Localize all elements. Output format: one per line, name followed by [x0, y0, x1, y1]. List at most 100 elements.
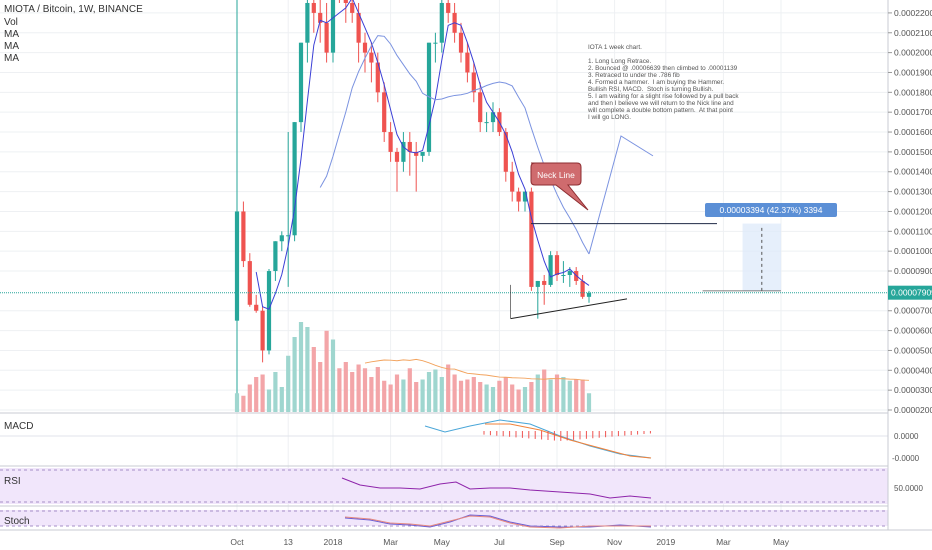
volume-bar — [343, 362, 348, 412]
x-tick-label: May — [434, 537, 451, 547]
candle-body — [490, 112, 496, 123]
volume-bar — [561, 377, 566, 412]
volume-bar — [458, 380, 464, 412]
candle-body — [503, 132, 508, 172]
candle-body — [343, 0, 348, 3]
x-tick-label: 2019 — [656, 537, 675, 547]
candle-body — [478, 92, 483, 123]
volume-bar — [382, 380, 387, 412]
candle-body — [471, 72, 476, 93]
x-tick-label: Jul — [494, 537, 505, 547]
volume-bar — [254, 377, 259, 412]
ma-slow-extension — [588, 135, 654, 255]
candle-body — [548, 255, 553, 285]
x-tick-label: Oct — [230, 537, 244, 547]
stoch-k — [344, 514, 652, 528]
macd-tick-label: -0.0000 — [892, 454, 920, 463]
candle-body — [510, 171, 515, 192]
price-tag: 0.00007909 — [891, 288, 932, 298]
candle-body — [586, 292, 592, 297]
candle-body — [241, 211, 246, 262]
volume-bar — [567, 380, 572, 412]
volume-bar — [542, 369, 547, 412]
drawings[interactable]: 0.00003394 (42.37%) 3394 Neck Line — [0, 162, 888, 320]
candle-body — [330, 0, 336, 53]
volume-bar — [266, 389, 272, 412]
rsi-band — [0, 468, 888, 504]
candle-body — [369, 52, 374, 63]
x-tick-label: Sep — [549, 537, 564, 547]
volume-bar — [452, 374, 457, 412]
rsi-legend: RSI — [4, 476, 21, 487]
volume-bar — [324, 330, 329, 412]
candle-body — [375, 62, 380, 93]
pane-backgrounds — [0, 412, 888, 527]
candle-body — [567, 271, 572, 275]
volume-bars — [234, 322, 592, 412]
volume-bar — [574, 379, 579, 412]
volume-bar — [484, 384, 489, 412]
volume-bar — [446, 364, 451, 412]
volume-bar — [510, 384, 515, 412]
volume-bar — [548, 379, 553, 412]
volume-bar — [407, 368, 412, 412]
volume-bar — [503, 377, 508, 412]
volume-bar — [311, 347, 316, 412]
volume-bar — [580, 379, 585, 412]
volume-bar — [330, 339, 336, 412]
candle-body — [407, 141, 412, 152]
candle-body — [382, 92, 387, 133]
ma-fast-line — [255, 0, 590, 310]
neck-line-callout — [530, 162, 589, 211]
candle-body — [522, 191, 528, 202]
volume-bar — [439, 377, 444, 412]
candle-body — [433, 42, 438, 44]
volume-bar — [529, 382, 534, 412]
analysis-note[interactable]: IOTA 1 week chart. 1. Long Long Retrace.… — [588, 44, 739, 121]
volume-bar — [350, 372, 355, 412]
candle-body — [362, 42, 368, 53]
volume-bar — [337, 368, 342, 412]
volume-bar — [241, 395, 246, 412]
macd-tick-label: 0.0000 — [894, 432, 919, 441]
candle-body — [266, 271, 272, 351]
volume-bar — [292, 337, 297, 412]
price-tag-bg — [888, 285, 932, 300]
candle-body — [318, 12, 323, 23]
macd-signal-line — [485, 423, 652, 459]
candle-body — [350, 2, 355, 13]
candle-body — [465, 52, 470, 73]
volume-bar — [433, 369, 438, 412]
trend-line-support — [510, 298, 628, 320]
volume-bar — [305, 327, 310, 412]
measure-label-bg — [705, 203, 837, 217]
volume-bar — [586, 393, 592, 412]
x-tick-label: 2018 — [324, 537, 343, 547]
x-tick-label: Mar — [716, 537, 731, 547]
x-tick-label: Nov — [607, 537, 623, 547]
ma-legend-1: MA — [4, 29, 19, 40]
measure-label: 0.00003394 (42.37%) 3394 — [719, 205, 822, 215]
volume-bar — [414, 382, 419, 412]
candle-body — [279, 235, 284, 242]
x-tick-label: May — [773, 537, 790, 547]
candle-body — [420, 151, 425, 156]
stoch-d — [344, 515, 651, 529]
stoch-legend: Stoch — [4, 516, 30, 527]
volume-bar — [375, 367, 380, 412]
time-axis[interactable]: Oct 13 2018 Mar May Jul Sep Nov 2019 Mar May — [0, 529, 932, 547]
candle-body — [292, 122, 297, 236]
x-tick-label: Mar — [383, 537, 398, 547]
volume-bar — [388, 384, 393, 412]
